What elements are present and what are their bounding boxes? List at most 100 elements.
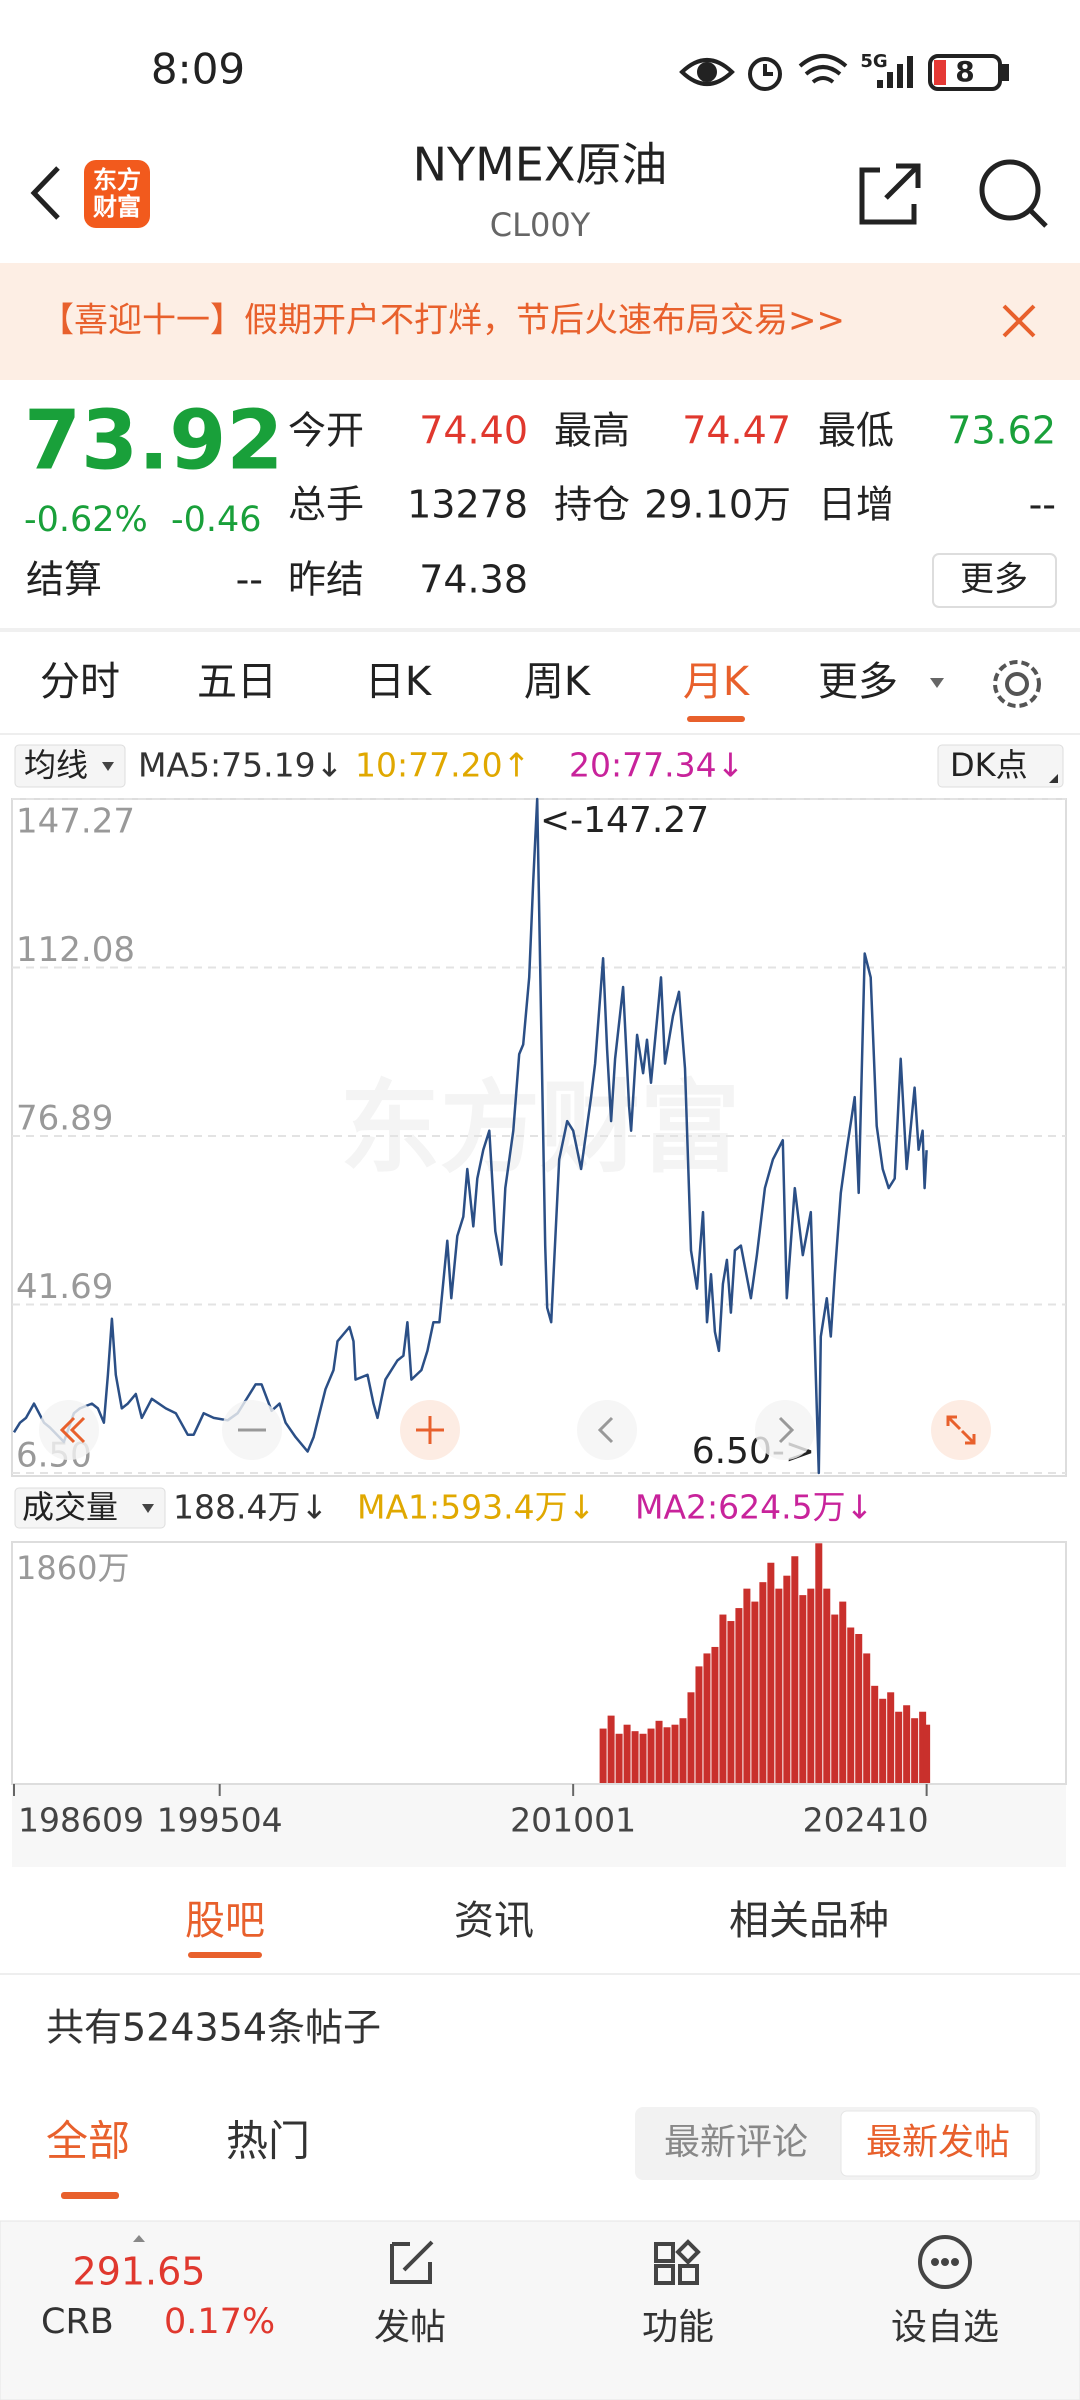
field-value: -- (236, 558, 263, 602)
volume-selector[interactable] (14, 1487, 166, 1529)
banner-close[interactable] (1002, 304, 1036, 338)
field-label: 今开 (288, 409, 364, 453)
back-button[interactable] (30, 166, 60, 220)
sort-option[interactable]: 最新评论 (664, 2122, 808, 2163)
field-value: 73.62 (947, 409, 1056, 453)
filter-tab[interactable]: 全部 (46, 2117, 130, 2166)
volume-bar (863, 1653, 871, 1783)
divider (0, 1973, 1080, 1975)
volume-bar (735, 1608, 743, 1783)
period-tab[interactable]: 更多 (818, 659, 898, 705)
y-tick-label: 112.08 (16, 930, 135, 970)
y-tick-label: 41.69 (16, 1267, 113, 1307)
divider (0, 733, 1080, 735)
content-tab[interactable]: 股吧 (185, 1898, 265, 1944)
last-price: 73.92 (24, 393, 283, 488)
banner-text[interactable]: 【喜迎十一】假期开户不打烊，节后火速布局交易>> (40, 301, 845, 341)
dk-button-label[interactable]: DK点 (950, 746, 1028, 784)
volume-indicator-values: 188.4万↓ MA1:593.4万↓ MA2:624.5万↓ (173, 1488, 873, 1527)
volume-bar (919, 1711, 927, 1783)
volume-bar (791, 1556, 799, 1783)
dropdown-caret (102, 762, 114, 771)
volume-bar (783, 1575, 791, 1783)
period-tab[interactable]: 周K (524, 659, 592, 705)
volume-bar (719, 1614, 727, 1783)
nav-item[interactable]: 发帖 (374, 2307, 446, 2348)
post-count: 共有524354条帖子 (46, 2006, 381, 2050)
volume-bar (743, 1588, 751, 1783)
x-tick-label: 201001 (510, 1801, 636, 1840)
x-tick-label: 199504 (157, 1801, 283, 1840)
volume-bar (759, 1582, 767, 1783)
sort-option[interactable]: 最新发帖 (866, 2122, 1010, 2163)
logo-text: 财富 (93, 193, 141, 221)
period-tab[interactable]: 分时 (40, 659, 120, 705)
settings-button[interactable] (993, 660, 1041, 708)
volume-bar (895, 1711, 903, 1783)
crb-change[interactable]: 0.17% (164, 2302, 275, 2342)
sort-active (840, 2110, 1037, 2177)
volume-bar (663, 1727, 671, 1783)
filter-tab[interactable]: 热门 (226, 2117, 310, 2166)
volume-bar (807, 1588, 815, 1783)
volume-bar (847, 1627, 855, 1783)
scroll-right-button[interactable] (755, 1400, 815, 1460)
y-tick-label: 1860万 (16, 1549, 129, 1587)
corner-mark (1049, 774, 1058, 783)
scroll-start-button[interactable] (39, 1400, 99, 1460)
nav-item[interactable]: 功能 (642, 2307, 714, 2348)
network-label: 5G (860, 51, 887, 72)
field-label: 持仓 (554, 483, 630, 527)
volume-bar (855, 1633, 863, 1783)
fullscreen-button[interactable] (931, 1400, 991, 1460)
search-button[interactable] (979, 159, 1048, 228)
more-button[interactable] (932, 553, 1057, 608)
volume-selector-label[interactable]: 成交量 (22, 1488, 118, 1526)
indicator-selector[interactable] (14, 744, 126, 788)
volume-bar (679, 1718, 687, 1783)
field-label: 最高 (554, 409, 630, 453)
share-button[interactable] (859, 163, 921, 225)
price-line (12, 797, 928, 1475)
crb-name[interactable]: CRB (41, 2302, 114, 2342)
period-tab[interactable]: 五日 (197, 659, 277, 705)
crb-value[interactable]: 291.65 (73, 2250, 206, 2294)
period-tab[interactable]: 月K (683, 659, 751, 705)
promo-banner[interactable] (0, 263, 1080, 380)
volume-bar (823, 1588, 831, 1783)
volume-bar (607, 1715, 615, 1783)
indicator-value: MA5:75.19↓ (138, 746, 343, 785)
period-tab[interactable]: 日K (365, 659, 433, 705)
tab-indicator (687, 716, 745, 722)
scroll-left-button[interactable] (577, 1400, 637, 1460)
period-tabs: 分时 五日 日K 周K 月K 更多 (40, 659, 898, 722)
watermark: 东方财富 (340, 1069, 740, 1186)
volume-bar (879, 1698, 887, 1783)
tab-indicator (188, 1952, 262, 1958)
volume-bar (695, 1666, 703, 1783)
field-label: 总手 (288, 483, 364, 527)
volume-bar (631, 1731, 639, 1783)
volume-bar (775, 1588, 783, 1783)
field-label: 日增 (818, 483, 894, 527)
content-tab[interactable]: 相关品种 (729, 1898, 889, 1944)
indicator-value: 20:77.34↓ (569, 746, 744, 785)
bottom-bar (0, 2220, 1080, 2400)
field-value: -- (1029, 483, 1056, 527)
dk-button[interactable] (937, 744, 1064, 788)
indicator-value: 10:77.20↑ (355, 746, 530, 785)
volume-bar (599, 1728, 607, 1783)
indicator-value: 188.4万↓ (173, 1488, 328, 1527)
content-tab[interactable]: 资讯 (454, 1898, 534, 1944)
instrument-title: NYMEX原油 (413, 138, 668, 192)
volume-bar (655, 1720, 663, 1783)
volume-bar (799, 1595, 807, 1783)
nav-item[interactable]: 设自选 (891, 2307, 999, 2348)
more-button-label[interactable]: 更多 (960, 560, 1028, 600)
volume-bar (711, 1646, 719, 1783)
volume-bar (671, 1724, 679, 1783)
volume-bar (767, 1562, 775, 1783)
indicator-selector-label[interactable]: 均线 (24, 746, 88, 784)
